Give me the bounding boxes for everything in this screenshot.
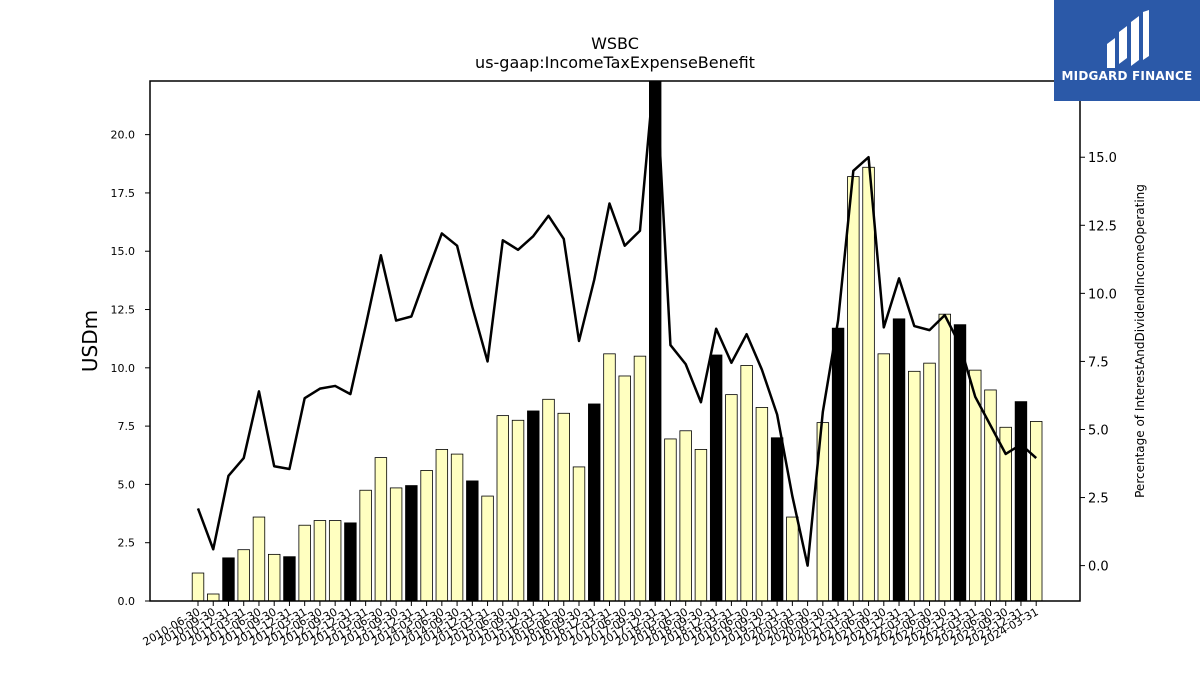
bar-2020-12-31 (831, 327, 845, 601)
bar-2023-12-31 (1014, 401, 1028, 601)
y2-tick-label: 12.5 (1088, 219, 1117, 234)
bar-2010-12-31 (222, 557, 235, 601)
bar-2022-09-30 (938, 313, 951, 601)
y2-tick-label: 7.5 (1088, 355, 1109, 370)
y-tick-label: 0.0 (118, 595, 136, 608)
bar-2013-03-31 (359, 489, 372, 601)
bar-series (191, 81, 1043, 601)
bar-2023-06-30 (984, 389, 997, 601)
bar-2018-12-31 (709, 354, 723, 601)
chart-subtitle: us-gaap:IncomeTaxExpenseBenefit (475, 53, 755, 72)
plot-frame (149, 80, 1081, 602)
bar-2018-06-30 (679, 430, 692, 601)
bar-2020-03-31 (786, 516, 799, 601)
y-tick-label: 10.0 (111, 362, 136, 375)
y-tick-label: 7.5 (118, 420, 136, 433)
bar-2014-06-30 (435, 449, 449, 601)
bar-2014-09-30 (450, 453, 464, 601)
bar-2013-12-31 (405, 485, 418, 601)
bar-2013-06-30 (374, 457, 388, 601)
y-tick-label: 15.0 (111, 245, 136, 258)
bar-2019-09-30 (755, 407, 769, 601)
bar-2012-09-30 (328, 520, 342, 601)
y-tick-label: 20.0 (111, 129, 136, 142)
bar-2024-03-31 (1030, 421, 1043, 601)
bar-2011-09-30 (267, 553, 281, 601)
bar-2017-09-30 (633, 355, 647, 601)
bar-2023-09-30 (999, 426, 1012, 601)
bar-2018-09-30 (694, 449, 708, 601)
y2-tick-label: 10.0 (1088, 287, 1117, 302)
bar-2022-06-30 (923, 362, 936, 601)
bar-2017-06-30 (618, 375, 631, 601)
bar-2014-12-31 (466, 480, 479, 601)
bar-2013-09-30 (389, 487, 403, 601)
bar-2021-12-31 (892, 318, 906, 601)
bar-2012-06-30 (313, 520, 327, 601)
line-path (196, 81, 1038, 567)
bar-2012-12-31 (344, 522, 357, 601)
bar-2015-06-30 (496, 415, 510, 601)
bar-2011-06-30 (252, 516, 266, 601)
line-series (196, 81, 1038, 567)
bar-2011-12-31 (283, 556, 296, 601)
bar-2019-06-30 (740, 365, 753, 601)
y2-axis-label: Percentage of InterestAndDividendIncomeO… (1133, 184, 1147, 498)
y-tick-label: 2.5 (118, 537, 136, 550)
bar-2022-12-31 (953, 324, 967, 601)
brand-logo: MIDGARD FINANCE (1054, 0, 1200, 101)
bar-2016-12-31 (588, 403, 601, 601)
y-tick-label: 12.5 (111, 304, 136, 317)
y2-tick-label: 15.0 (1088, 151, 1117, 166)
bar-2015-12-31 (527, 410, 540, 601)
bar-2015-03-31 (481, 495, 494, 601)
bar-2014-03-31 (420, 470, 433, 601)
y-tick-label: 17.5 (111, 187, 136, 200)
y2-tick-label: 5.0 (1088, 423, 1109, 438)
bar-2019-03-31 (725, 394, 738, 601)
bar-2015-09-30 (511, 419, 525, 601)
brand-name: MIDGARD FINANCE (1061, 69, 1193, 83)
y2-tick-label: 0.0 (1088, 560, 1109, 575)
bar-2019-12-31 (770, 437, 784, 601)
bar-2016-03-31 (542, 398, 555, 601)
bar-2010-06-30 (191, 572, 205, 601)
bar-2017-12-31 (649, 81, 662, 601)
bar-2017-03-31 (603, 353, 616, 601)
bar-2021-03-31 (847, 176, 860, 601)
bar-2023-03-31 (969, 369, 982, 601)
bar-2018-03-31 (664, 438, 677, 601)
y-tick-label: 5.0 (118, 478, 136, 491)
axes: 0.0 2.5 5.0 7.5 10.0 12.5 15.0 17.5 20.0 0.0 2.5 5.… (111, 80, 1117, 649)
y-axis-label: USDm (78, 310, 102, 372)
bar-2010-09-30 (207, 593, 220, 601)
bar-2021-09-30 (877, 353, 891, 601)
bar-2016-06-30 (557, 412, 570, 601)
bar-2016-09-30 (572, 466, 586, 601)
bar-2011-03-31 (237, 549, 250, 601)
bar-2021-06-30 (862, 166, 875, 601)
chart-title: WSBC (591, 34, 639, 53)
bar-2022-03-31 (908, 370, 921, 601)
midgard-m-logo-icon (1107, 10, 1149, 68)
y2-tick-label: 2.5 (1088, 492, 1109, 507)
bar-2012-03-31 (298, 524, 311, 601)
